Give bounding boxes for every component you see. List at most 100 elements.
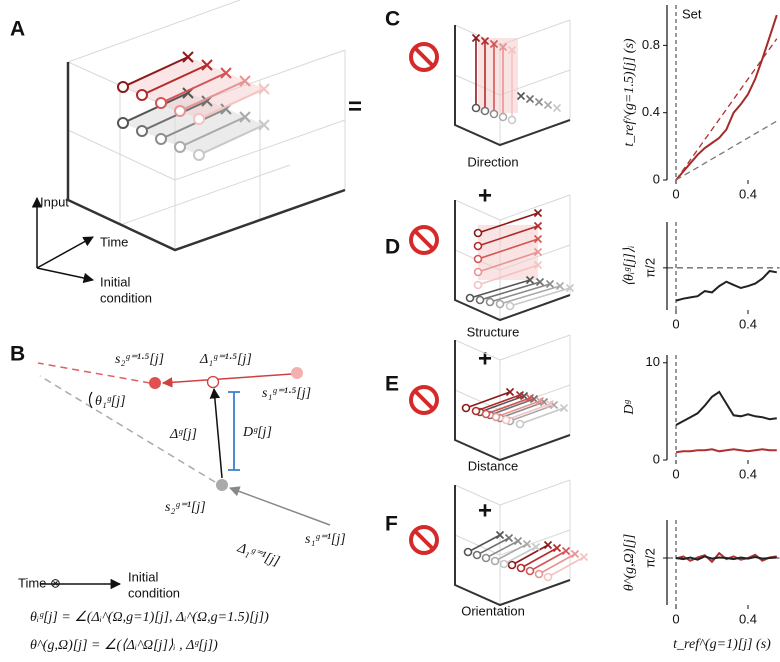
x-tick-label: 0 (672, 466, 679, 481)
start-marker (497, 301, 504, 308)
start-marker (118, 118, 128, 128)
caption: Structure (467, 324, 520, 339)
y-tick-label: 0.8 (642, 37, 660, 52)
start-marker (475, 230, 482, 237)
math-label: Δᵍ[j] (169, 427, 197, 442)
start-marker (156, 134, 166, 144)
y-tick-label: 0 (653, 451, 660, 466)
start-marker (536, 571, 543, 578)
start-marker (501, 561, 508, 568)
start-marker (509, 562, 516, 569)
cross-marker (563, 548, 570, 555)
start-marker (156, 98, 166, 108)
x-tick-label: 0 (672, 186, 679, 201)
start-marker (492, 558, 499, 565)
arrow (37, 237, 93, 268)
start-marker (483, 411, 490, 418)
axis-label: Input (40, 194, 69, 209)
start-marker (137, 126, 147, 136)
grid-line (120, 165, 290, 225)
start-marker (509, 117, 516, 124)
start-marker (465, 549, 472, 556)
math-label: s₁ᵍ⁼¹[j] (305, 532, 346, 547)
figure: A B C D E F = + + + Input Time Initial c… (0, 0, 780, 662)
series-line (676, 449, 777, 452)
x-tick-label: 0 (672, 316, 679, 331)
panel-label: F (385, 513, 398, 536)
no-sign (415, 48, 433, 66)
cross-marker (518, 93, 525, 100)
start-marker (175, 142, 185, 152)
arrow (230, 488, 330, 525)
trajectory (468, 535, 500, 552)
caption: Direction (467, 154, 518, 169)
math-label: θ₁ᵍ[j] (95, 394, 126, 409)
start-marker (473, 408, 480, 415)
y-tick-label: π/2 (642, 548, 657, 568)
series-line (676, 15, 777, 180)
arrow (163, 374, 292, 383)
y-tick-label: 0.4 (642, 104, 660, 119)
x-tick-label: 0.4 (739, 186, 757, 201)
axes-legend (37, 198, 93, 280)
cross-marker (506, 535, 513, 542)
start-marker (482, 108, 489, 115)
no-sign (415, 531, 433, 549)
cross-marker (527, 96, 534, 103)
cross-marker (507, 389, 514, 396)
cross-marker (561, 405, 568, 412)
math-label: Dᵍ[j] (242, 425, 272, 440)
start-marker (517, 421, 524, 428)
x-tick-label: 0.4 (739, 611, 757, 626)
start-marker (518, 565, 525, 572)
caption: Distance (468, 458, 519, 473)
y-tick-label: π/2 (642, 258, 657, 278)
start-marker (175, 106, 185, 116)
start-marker (545, 574, 552, 581)
axis-label: Initial (128, 569, 158, 584)
plus-sign: + (478, 497, 492, 524)
start-marker (467, 295, 474, 302)
start-marker (487, 299, 494, 306)
trajectory (530, 551, 566, 571)
panel-label: D (385, 236, 400, 259)
no-sign (415, 231, 433, 249)
box-edge (455, 485, 570, 605)
start-marker (491, 111, 498, 118)
start-marker (527, 568, 534, 575)
math-label: s₂ᵍ⁼¹·⁵[j] (115, 352, 164, 367)
formula: θᵢᵍ[j] = ∠(Δᵢ^(Ω,g=1)[j], Δᵢ^(Ω,g=1.5)[j… (30, 610, 269, 625)
annotation: Set (682, 6, 702, 21)
start-marker (475, 269, 482, 276)
axis-label: Time (100, 234, 128, 249)
arrow (214, 389, 222, 478)
y-tick-label: 0 (653, 171, 660, 186)
start-marker (493, 414, 500, 421)
start-marker (194, 150, 204, 160)
start-marker (137, 90, 147, 100)
no-sign (415, 391, 433, 409)
start-marker (500, 114, 507, 121)
start-marker (475, 256, 482, 263)
grid-line (68, 0, 240, 62)
math-label: s₂ᵍ⁼¹[j] (165, 500, 206, 515)
trajectory (548, 557, 584, 577)
cross-marker (554, 545, 561, 552)
trajectory (480, 282, 540, 300)
start-marker (503, 417, 510, 424)
axis-label: condition (128, 585, 180, 600)
x-tick-label: 0.4 (739, 466, 757, 481)
point (216, 479, 228, 491)
y-tick-label: 10 (646, 354, 660, 369)
y-axis-label: Dᵍ (622, 399, 637, 415)
trajectory (466, 392, 510, 408)
series-line (676, 271, 777, 301)
trajectory (486, 398, 530, 414)
page: { "panels": { "A": {"label": "A", "axis_… (0, 0, 780, 662)
panel-label: B (10, 343, 25, 366)
shade (478, 225, 538, 280)
y-axis-label: t_ref^(g=1.5)[j] (s) (622, 38, 637, 146)
math-label: Δ₁ᵍ⁼¹[j] (235, 540, 282, 569)
panel-label: E (385, 373, 399, 396)
